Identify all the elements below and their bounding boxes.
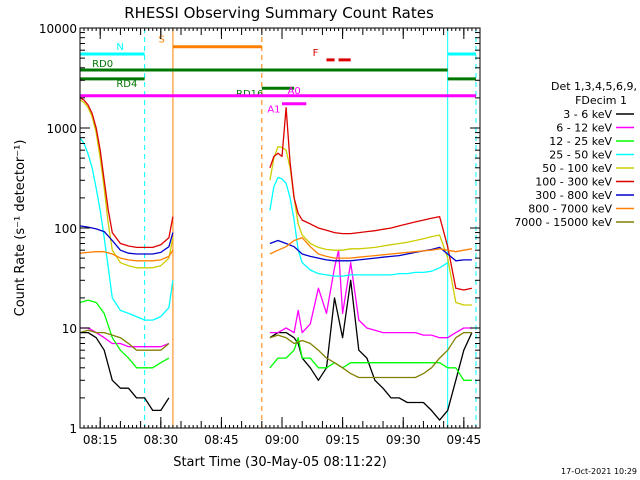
flag-rd4-label: RD4 [116,79,137,90]
legend-item-label: 12 - 25 keV [549,135,612,148]
x-tick-label: 08:15 [83,433,118,447]
x-tick-label: 09:30 [386,433,421,447]
series-0-segment-0 [80,331,170,412]
series-2-segment-1 [269,337,472,381]
y-tick-label: 1000 [46,122,77,136]
flag-n-label: N [116,42,123,53]
y-tick-label: 10000 [39,22,77,36]
series-6-segment-0 [79,225,174,255]
flag-rd0-label: RD0 [92,59,113,70]
legend-item-label: 800 - 7000 keV [528,203,612,216]
flag-f-label: F [313,48,319,59]
legend-item-label: 100 - 300 keV [535,176,612,189]
y-axis: 1 10 100 1000 10000 [39,22,480,436]
flag-a0-label: A0 [288,86,301,97]
series-7-segment-0 [79,249,174,262]
flag-s-label: S [158,35,164,46]
series-8-segment-1 [269,331,472,379]
legend-header-detectors: Det 1,3,4,5,6,9, [551,80,637,93]
series-4-segment-1 [269,146,472,306]
x-axis: 08:15 08:30 08:45 09:00 09:15 09:30 09:45 [79,28,482,447]
y-tick-label: 1 [69,422,77,436]
y-axis-label: Count Rate (s⁻¹ detector⁻¹) [13,140,28,317]
legend-item-label: 300 - 800 keV [535,189,612,202]
x-tick-label: 08:45 [204,433,239,447]
series-2-segment-0 [79,299,170,369]
series-5-segment-0 [79,97,174,249]
x-axis-label: Start Time (30-May-05 08:11:22) [173,455,387,470]
series-6-segment-1 [269,239,472,262]
series-3-segment-0 [79,137,174,321]
legend-item-label: 50 - 100 keV [542,162,612,175]
y-tick-label: 100 [54,222,77,236]
series-5-segment-1 [269,106,473,291]
timestamp-footer: 17-Oct-2021 10:29 [561,467,637,476]
x-tick-label: 09:15 [325,433,360,447]
y-tick-label: 10 [62,322,77,336]
series-7-segment-1 [269,237,473,259]
legend-item-label: 3 - 6 keV [563,108,612,121]
x-tick-label: 09:00 [265,433,300,447]
series-3-segment-1 [269,176,449,277]
series-0-segment-1 [269,279,473,421]
legend-item-label: 25 - 50 keV [549,149,612,162]
series-1-segment-1 [269,249,472,339]
legend-header-fdecim: FDecim 1 [575,94,627,107]
series-4-segment-0 [79,99,174,269]
series-lines [79,97,473,421]
x-tick-label: 08:30 [144,433,179,447]
legend-item-label: 7000 - 15000 keV [514,216,612,229]
legend-item-label: 6 - 12 keV [556,122,612,135]
chart-title: RHESSI Observing Summary Count Rates [124,4,434,22]
x-tick-label: 09:45 [447,433,482,447]
series-8-segment-0 [79,329,170,351]
flag-bars: NSRD0RD4RD16FA0A1 [80,35,476,116]
flag-a1-label: A1 [267,105,280,116]
